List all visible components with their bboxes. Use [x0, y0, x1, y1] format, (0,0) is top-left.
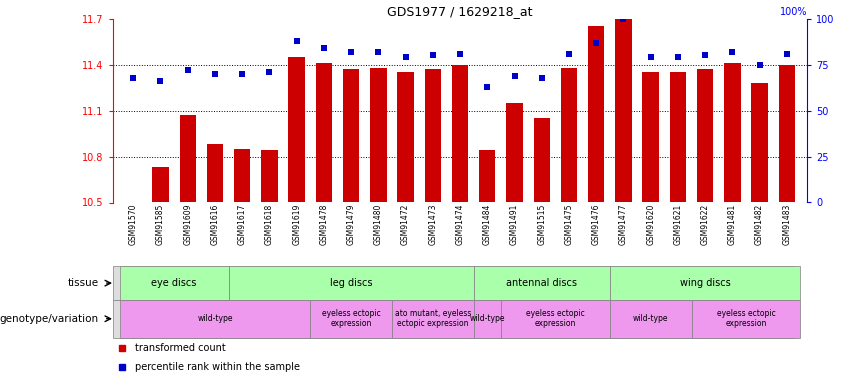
Bar [506, 103, 523, 202]
Point [753, 62, 766, 68]
Point [235, 71, 249, 77]
Bar [534, 118, 550, 202]
Point [208, 71, 222, 77]
Point [290, 38, 304, 44]
Bar [343, 69, 359, 202]
Bar [479, 150, 496, 202]
Text: wing discs: wing discs [680, 278, 731, 288]
Bar [724, 63, 740, 202]
Point [480, 84, 494, 90]
Bar [670, 72, 686, 202]
Text: eye discs: eye discs [151, 278, 197, 288]
Text: leg discs: leg discs [330, 278, 372, 288]
Point [372, 49, 385, 55]
Text: wild-type: wild-type [633, 314, 668, 323]
Bar [697, 69, 713, 202]
Bar [392, 300, 474, 338]
Bar [234, 149, 250, 202]
Text: antennal discs: antennal discs [506, 278, 577, 288]
Bar [424, 69, 441, 202]
Bar [370, 68, 386, 203]
Text: 100%: 100% [779, 7, 807, 17]
Bar [261, 150, 278, 202]
Point [398, 54, 412, 60]
Point [181, 67, 194, 73]
Point [345, 49, 358, 55]
Point [698, 53, 712, 58]
Bar [588, 26, 604, 202]
Bar [180, 115, 196, 202]
Point [779, 51, 793, 57]
Bar [752, 83, 768, 203]
Bar [120, 266, 228, 300]
Bar [288, 57, 305, 202]
Point [453, 51, 467, 57]
Bar [120, 300, 310, 338]
Bar [152, 167, 168, 202]
Text: tissue: tissue [68, 278, 99, 288]
Bar [642, 72, 659, 202]
Bar [692, 300, 800, 338]
Text: percentile rank within the sample: percentile rank within the sample [135, 362, 299, 372]
Bar [561, 68, 577, 203]
Bar [316, 63, 332, 202]
Text: genotype/variation: genotype/variation [0, 314, 99, 324]
Point [562, 51, 575, 57]
Point [644, 54, 658, 60]
Point [726, 49, 740, 55]
Bar [610, 300, 692, 338]
Bar [610, 266, 800, 300]
Bar [228, 266, 474, 300]
Bar [398, 72, 414, 202]
Point [127, 75, 141, 81]
Bar [474, 266, 610, 300]
Point [154, 78, 168, 84]
Point [508, 73, 522, 79]
Text: eyeless ectopic
expression: eyeless ectopic expression [526, 309, 585, 328]
Point [317, 45, 331, 51]
Bar [474, 300, 501, 338]
Title: GDS1977 / 1629218_at: GDS1977 / 1629218_at [387, 4, 533, 18]
Bar [615, 19, 632, 203]
Text: eyeless ectopic
expression: eyeless ectopic expression [717, 309, 775, 328]
Point [262, 69, 276, 75]
Bar [452, 64, 468, 203]
Bar [779, 64, 795, 203]
Text: eyeless ectopic
expression: eyeless ectopic expression [322, 309, 380, 328]
Text: wild-type: wild-type [470, 314, 505, 323]
Bar [501, 300, 610, 338]
Bar [207, 144, 223, 202]
Point [616, 16, 630, 22]
Point [535, 75, 549, 81]
Text: transformed count: transformed count [135, 343, 226, 353]
Text: ato mutant, eyeless
ectopic expression: ato mutant, eyeless ectopic expression [395, 309, 471, 328]
Point [671, 54, 685, 60]
Bar [310, 300, 392, 338]
Point [426, 53, 440, 58]
Point [589, 40, 603, 46]
Text: wild-type: wild-type [197, 314, 233, 323]
